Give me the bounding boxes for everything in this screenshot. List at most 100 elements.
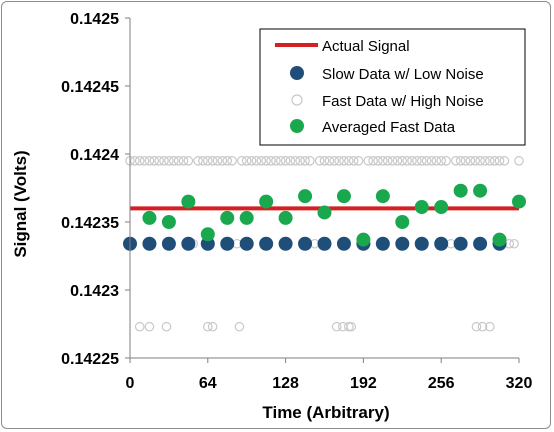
fast-data-point (130, 156, 140, 166)
fast-data-point (251, 156, 262, 166)
fast-data-point (203, 156, 213, 166)
slow-data-point (375, 236, 390, 251)
slow-data-point (434, 236, 449, 251)
fast-data-point (173, 156, 184, 166)
averaged-data-point (200, 227, 215, 242)
fast-data-point (509, 238, 519, 249)
averaged-data-point (512, 194, 526, 209)
averaged-data-point (356, 232, 371, 247)
fast-data-point (246, 156, 257, 166)
fast-data-point (290, 156, 301, 166)
fast-data-point (227, 156, 237, 166)
fast-data-point (134, 156, 145, 166)
fast-data-point (207, 156, 218, 166)
slow-data-point (473, 236, 488, 251)
fast-data-point (198, 156, 208, 166)
legend-label: Averaged Fast Data (322, 119, 456, 136)
fast-data-point (314, 156, 325, 166)
fast-data-point (300, 156, 310, 166)
averaged-data-point (336, 189, 351, 204)
fast-data-point (222, 156, 233, 166)
fast-data-point (460, 156, 471, 166)
slow-data-point (239, 236, 254, 251)
averaged-data-point (142, 210, 157, 225)
y-tick-label: 0.1424 (70, 147, 119, 164)
averaged-data-point (317, 205, 332, 220)
averaged-data-point (453, 183, 468, 198)
fast-data-point (499, 156, 510, 166)
y-tick-label: 0.1423 (70, 283, 119, 300)
legend-swatch-marker (290, 66, 304, 80)
fast-data-point (168, 156, 179, 166)
slow-data-point (395, 236, 410, 251)
fast-data-point (339, 156, 349, 166)
x-tick-label: 256 (428, 375, 455, 392)
y-axis-title: Signal (Volts) (11, 150, 30, 257)
legend-label: Slow Data w/ Low Noise (322, 66, 484, 83)
slow-data-point (453, 236, 468, 251)
fast-data-point (334, 156, 344, 166)
averaged-data-point (414, 200, 429, 215)
fast-data-point (407, 156, 417, 166)
fast-data-point (344, 321, 354, 332)
fast-data-point (217, 156, 228, 166)
fast-data-point (387, 156, 398, 166)
slow-data-point (259, 236, 274, 251)
fast-data-point (475, 156, 485, 166)
fast-data-point (368, 156, 378, 166)
fast-data-point (161, 321, 172, 332)
y-tick-label: 0.1425 (70, 11, 119, 28)
legend: Actual Signal Slow Data w/ Low Noise Fast … (259, 28, 526, 146)
fast-data-point (329, 156, 340, 166)
averaged-data-point (181, 194, 196, 209)
fast-data-point (266, 156, 276, 166)
fast-data-point (331, 321, 342, 332)
fast-data-point (382, 156, 393, 166)
fast-data-point (256, 156, 267, 166)
fast-data-point (285, 156, 296, 166)
x-axis-title: Time (Arbitrary) (262, 403, 389, 422)
slow-data-point (317, 236, 332, 251)
fast-data-point (149, 156, 160, 166)
averaged-data-point (492, 232, 507, 247)
fast-data-point (319, 156, 330, 166)
fast-data-point (237, 156, 247, 166)
fast-data-point (416, 156, 427, 166)
fast-data-point (489, 156, 500, 166)
legend-box (259, 28, 526, 146)
averaged-data-point (395, 215, 410, 229)
fast-data-point (134, 321, 145, 332)
fast-data-point (471, 321, 482, 332)
y-tick-label: 0.14225 (61, 351, 119, 368)
fast-data-point (426, 156, 437, 166)
fast-data-point (275, 156, 286, 166)
slow-data-point (181, 236, 196, 251)
fast-data-point (203, 321, 213, 332)
fast-data-point (344, 156, 354, 166)
legend-swatch-marker (290, 119, 304, 133)
averaged-data-point (161, 215, 176, 229)
fast-data-point (178, 156, 189, 166)
fast-data-point (485, 321, 495, 332)
x-tick-label: 128 (272, 375, 299, 392)
fast-data-point (392, 156, 403, 166)
fast-data-point (480, 156, 490, 166)
fast-data-point (346, 321, 357, 332)
fast-data-point (441, 156, 451, 166)
fast-data-point (378, 156, 388, 166)
slow-data-point (278, 236, 293, 251)
slow-data-point (220, 236, 235, 251)
fast-data-point (402, 156, 412, 166)
averaged-data-point (434, 200, 449, 215)
fast-data-point (154, 156, 164, 166)
x-tick-label: 320 (506, 375, 533, 392)
slow-data-point (161, 236, 176, 251)
axes: 0.14225 0.1423 0.14235 0.1424 0.14245 0.1425 0… (61, 11, 532, 392)
fast-data-point (494, 156, 505, 166)
fast-data-point (431, 156, 442, 166)
averaged-data-point (375, 189, 390, 204)
fast-data-point (477, 321, 488, 332)
fast-data-point (241, 156, 252, 166)
fast-data-point (465, 156, 476, 166)
fast-data-point (450, 156, 461, 166)
